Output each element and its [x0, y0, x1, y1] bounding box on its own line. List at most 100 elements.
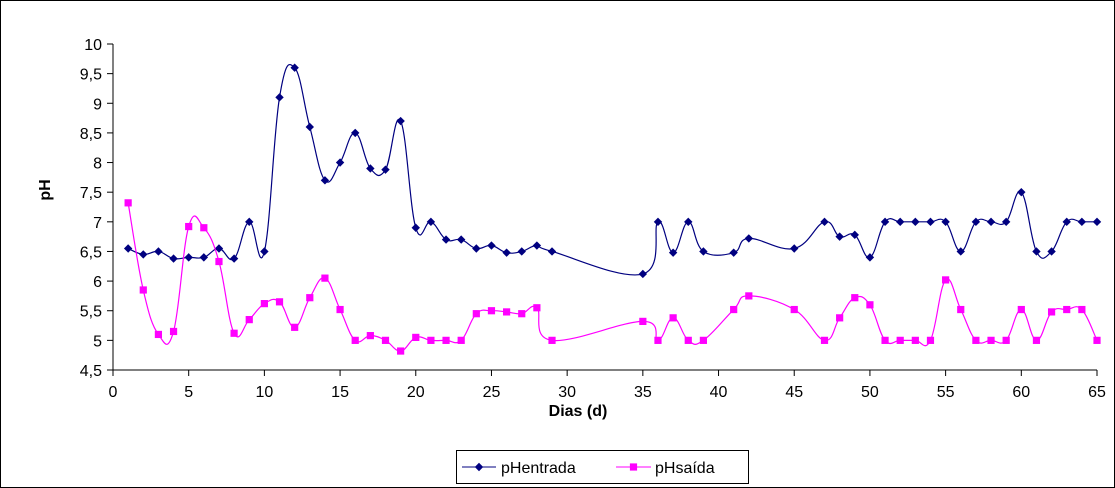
data-point-phentrada: [184, 253, 193, 262]
data-point-phentrada: [986, 217, 996, 227]
data-point-phsaida: [472, 310, 480, 318]
data-point-phentrada: [880, 217, 890, 227]
data-point-phsaida: [987, 336, 995, 344]
data-point-phentrada: [911, 217, 920, 227]
axes: [112, 44, 1097, 371]
data-point-phsaida: [275, 298, 284, 306]
data-point-phentrada: [441, 235, 451, 244]
data-point-phsaida: [230, 329, 238, 337]
y-tick-label: 6: [93, 274, 102, 291]
data-point-phentrada: [456, 235, 466, 244]
data-point-phsaida: [503, 308, 511, 316]
x-axis-title: Dias (d): [549, 403, 608, 420]
y-tick-label: 8,5: [80, 126, 102, 143]
y-tick-label: 9: [93, 96, 102, 113]
data-point-phsaida: [306, 294, 314, 302]
data-point-phentrada: [411, 223, 420, 232]
data-point-phentrada: [532, 241, 542, 250]
data-point-phentrada: [396, 116, 405, 126]
data-point-phsaida: [548, 336, 556, 344]
data-point-phentrada: [956, 247, 965, 256]
data-point-phentrada: [351, 128, 360, 138]
data-point-phentrada: [139, 250, 148, 259]
data-point-phentrada: [653, 217, 663, 227]
data-point-phentrada: [366, 164, 375, 173]
data-point-phsaida: [836, 314, 844, 322]
data-point-phentrada: [154, 247, 163, 256]
x-tick-label: 20: [407, 384, 425, 401]
data-point-phsaida: [412, 333, 420, 341]
data-point-phsaida: [896, 336, 904, 344]
y-tick-label: 5,5: [80, 304, 102, 321]
data-point-phsaida: [487, 307, 496, 315]
data-point-phentrada: [1062, 217, 1071, 227]
data-point-phentrada: [820, 217, 829, 227]
data-point-phsaida: [245, 316, 253, 324]
data-point-phentrada: [790, 244, 799, 253]
data-point-phsaida: [215, 257, 223, 266]
data-point-phsaida: [654, 336, 662, 344]
series-line-phsaida: [127, 202, 1098, 352]
data-point-phsaida: [745, 292, 753, 300]
y-tick-label: 7,5: [80, 185, 102, 202]
x-tick-label: 0: [109, 384, 118, 401]
data-point-phsaida: [291, 323, 299, 331]
legend-label-phentrada: pHentrada: [501, 460, 576, 477]
data-point-phsaida: [1032, 336, 1041, 344]
data-point-phentrada: [275, 93, 284, 102]
data-point-phsaida: [820, 336, 829, 344]
data-point-phentrada: [744, 234, 754, 243]
data-point-phentrada: [245, 217, 254, 227]
data-point-phentrada: [896, 217, 905, 227]
data-point-phentrada: [260, 247, 269, 256]
data-point-phentrada: [1017, 187, 1026, 197]
data-point-phentrada: [684, 217, 693, 227]
legend-label-phsaida: pHsaída: [655, 460, 715, 477]
data-point-phsaida: [669, 314, 677, 322]
series-layer: [123, 63, 1102, 355]
data-point-phsaida: [1078, 305, 1086, 314]
data-point-phsaida: [442, 336, 450, 344]
legend: pHentrada pHsaída: [456, 450, 749, 484]
data-point-phsaida: [730, 305, 738, 314]
data-point-phentrada: [1047, 247, 1056, 256]
data-point-phentrada: [1077, 217, 1087, 227]
x-tick-label: 25: [483, 384, 501, 401]
legend-box: [456, 450, 749, 484]
x-tick-label: 65: [1088, 384, 1106, 401]
x-tick-label: 45: [785, 384, 803, 401]
x-tick-label: 60: [1012, 384, 1030, 401]
data-point-phsaida: [185, 222, 193, 231]
x-tick-label: 40: [710, 384, 728, 401]
data-point-phsaida: [699, 336, 707, 344]
x-tick-label: 15: [331, 384, 349, 401]
data-point-phsaida: [518, 310, 526, 318]
data-point-phentrada: [638, 269, 648, 279]
data-point-phentrada: [850, 230, 859, 240]
legend-marker-phsaida: [629, 463, 638, 471]
data-point-phentrada: [699, 247, 708, 256]
x-tick-label: 50: [861, 384, 879, 401]
y-tick-label: 9,5: [80, 67, 102, 84]
data-point-phsaida: [139, 286, 147, 294]
data-point-phsaida: [260, 300, 268, 308]
y-tick-label: 7: [93, 215, 102, 232]
data-point-phentrada: [335, 158, 345, 167]
data-point-phentrada: [472, 244, 481, 253]
data-point-phentrada: [1001, 217, 1011, 227]
data-point-phentrada: [199, 253, 209, 262]
data-point-phentrada: [835, 232, 844, 241]
data-point-phentrada: [729, 248, 738, 257]
data-point-phsaida: [533, 304, 541, 312]
data-point-phsaida: [684, 336, 692, 344]
data-point-phsaida: [911, 336, 919, 344]
data-point-phsaida: [154, 330, 163, 339]
data-point-phentrada: [971, 217, 981, 227]
data-point-phentrada: [1092, 217, 1102, 227]
data-point-phsaida: [972, 336, 980, 344]
data-point-phsaida: [639, 317, 647, 325]
data-point-phsaida: [381, 336, 390, 344]
